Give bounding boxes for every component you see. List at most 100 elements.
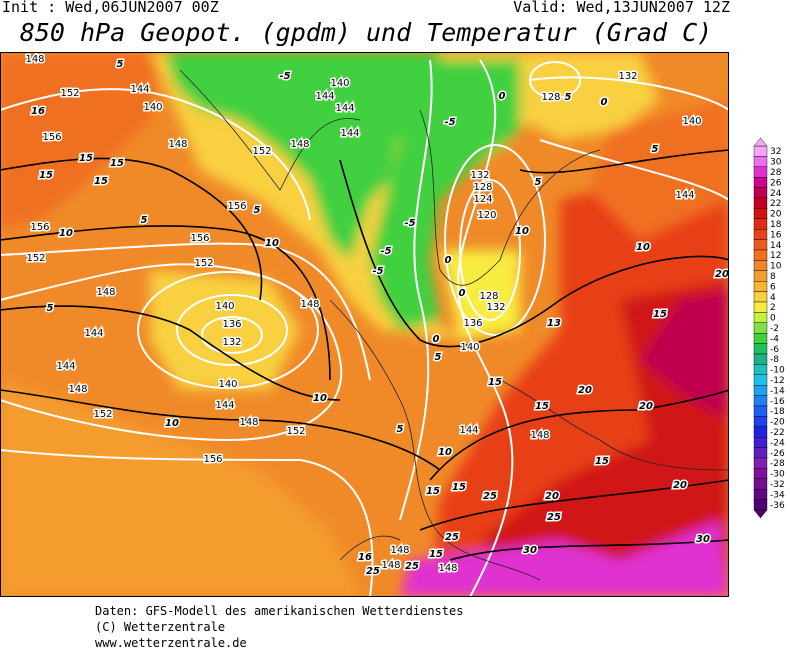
legend-swatch	[753, 478, 768, 490]
legend-label: -22	[770, 428, 785, 438]
geopotential-label: 148	[530, 430, 549, 441]
legend-label: 0	[770, 314, 776, 324]
data-source: Daten: GFS-Modell des amerikanischen Wet…	[95, 604, 463, 618]
temperature-label: 20	[715, 269, 729, 280]
temperature-label: 0	[433, 334, 440, 345]
legend-swatch	[753, 395, 768, 407]
temperature-label: 10	[265, 238, 279, 249]
temperature-label: 15	[39, 170, 53, 181]
geopotential-label: 144	[56, 361, 75, 372]
legend-swatch	[753, 260, 768, 271]
geopotential-label: 156	[190, 233, 209, 244]
geopotential-contours	[0, 59, 729, 597]
temperature-label: 15	[653, 309, 667, 320]
legend-swatch	[753, 281, 768, 292]
geopotential-label: 156	[203, 454, 222, 465]
temperature-label: 10	[313, 393, 327, 404]
legend-swatch	[753, 270, 768, 282]
geopotential-label: 148	[300, 299, 319, 310]
geopotential-label: 144	[215, 400, 234, 411]
temperature-label: 20	[545, 491, 559, 502]
temperature-label: 20	[673, 480, 687, 491]
legend-label: 20	[770, 210, 782, 220]
legend-label: -26	[770, 449, 785, 459]
legend-swatch	[753, 364, 768, 375]
legend-swatch	[753, 312, 768, 323]
temperature-label: 20	[639, 401, 653, 412]
temperature-label: 13	[547, 318, 561, 329]
legend-swatch	[753, 145, 768, 157]
coastlines	[179, 69, 729, 581]
legend-swatch	[753, 374, 768, 386]
geopotential-label: 148	[239, 417, 258, 428]
geopotential-label: 144	[675, 190, 694, 201]
legend-label: -10	[770, 366, 785, 376]
temperature-label: 10	[165, 418, 179, 429]
legend-label: -18	[770, 407, 785, 417]
legend-swatch	[753, 156, 768, 167]
geopotential-label: 144	[340, 128, 359, 139]
temperature-label: -5	[279, 71, 290, 82]
geopotential-label: 148	[68, 384, 87, 395]
legend-swatch	[753, 416, 768, 427]
legend-label: 16	[770, 230, 782, 240]
geopotential-label: 152	[286, 426, 305, 437]
legend-label: -32	[770, 480, 785, 490]
legend-label: 30	[770, 158, 782, 168]
legend-swatch	[753, 333, 768, 344]
temperature-label: 15	[535, 401, 549, 412]
legend-label: -34	[770, 490, 785, 500]
legend-swatch	[753, 385, 768, 396]
legend-swatch	[753, 489, 768, 500]
contour-labels: 148 144 140 152 156 148 152 148 144 140 144 144 156 1…	[24, 53, 729, 579]
legend-label: 26	[770, 178, 782, 188]
color-legend: 32302826242220181614121086420-2-4-6-8-10…	[753, 137, 785, 519]
geopotential-label: 136	[463, 318, 482, 329]
temperature-label: 20	[578, 385, 592, 396]
temperature-label: -5	[372, 266, 383, 277]
temperature-label: 25	[366, 566, 380, 577]
legend-label: 12	[770, 251, 781, 261]
legend-label: 2	[770, 303, 776, 313]
temperature-label: 5	[535, 177, 542, 188]
temperature-label: 15	[79, 153, 93, 164]
legend-label: -16	[770, 397, 785, 407]
legend-swatch	[753, 343, 768, 355]
temperature-label: 15	[488, 377, 502, 388]
geopotential-label: 156	[42, 132, 61, 143]
geopotential-label: 152	[252, 146, 271, 157]
legend-swatch	[753, 405, 768, 417]
geopotential-label: 148	[96, 287, 115, 298]
legend-label: 22	[770, 199, 781, 209]
geopotential-label: 148	[290, 139, 309, 150]
temperature-label: 15	[429, 549, 443, 560]
geopotential-label: 140	[143, 102, 162, 113]
legend-label: -8	[770, 355, 779, 365]
legend-label: -30	[770, 470, 785, 480]
legend-label: -12	[770, 376, 785, 386]
temperature-label: 0	[601, 97, 608, 108]
geopotential-label: 144	[335, 103, 354, 114]
geopotential-label: 148	[438, 563, 457, 574]
temperature-label: 5	[565, 92, 572, 103]
legend-label: -6	[770, 345, 779, 355]
legend-label: 10	[770, 262, 782, 272]
geopotential-label: 152	[194, 258, 213, 269]
geopotential-label: 148	[381, 560, 400, 571]
temperature-label: 16	[358, 552, 372, 563]
legend-label: -20	[770, 418, 785, 428]
legend-arrow-bottom	[753, 509, 768, 519]
legend-swatch	[753, 249, 768, 261]
legend-swatch	[753, 197, 768, 209]
geopotential-label: 128	[479, 291, 498, 302]
geopotential-label: 140	[215, 301, 234, 312]
legend-label: 6	[770, 282, 776, 292]
temperature-label: 16	[31, 106, 45, 117]
geopotential-label: 140	[460, 342, 479, 353]
legend-label: 24	[770, 189, 782, 199]
legend-swatch	[753, 468, 768, 479]
legend-label: 14	[770, 241, 782, 251]
map-title: 850 hPa Geopot. (gpdm) und Temperatur (G…	[20, 18, 712, 47]
temperature-label: 5	[397, 424, 404, 435]
legend-swatch	[753, 166, 768, 178]
